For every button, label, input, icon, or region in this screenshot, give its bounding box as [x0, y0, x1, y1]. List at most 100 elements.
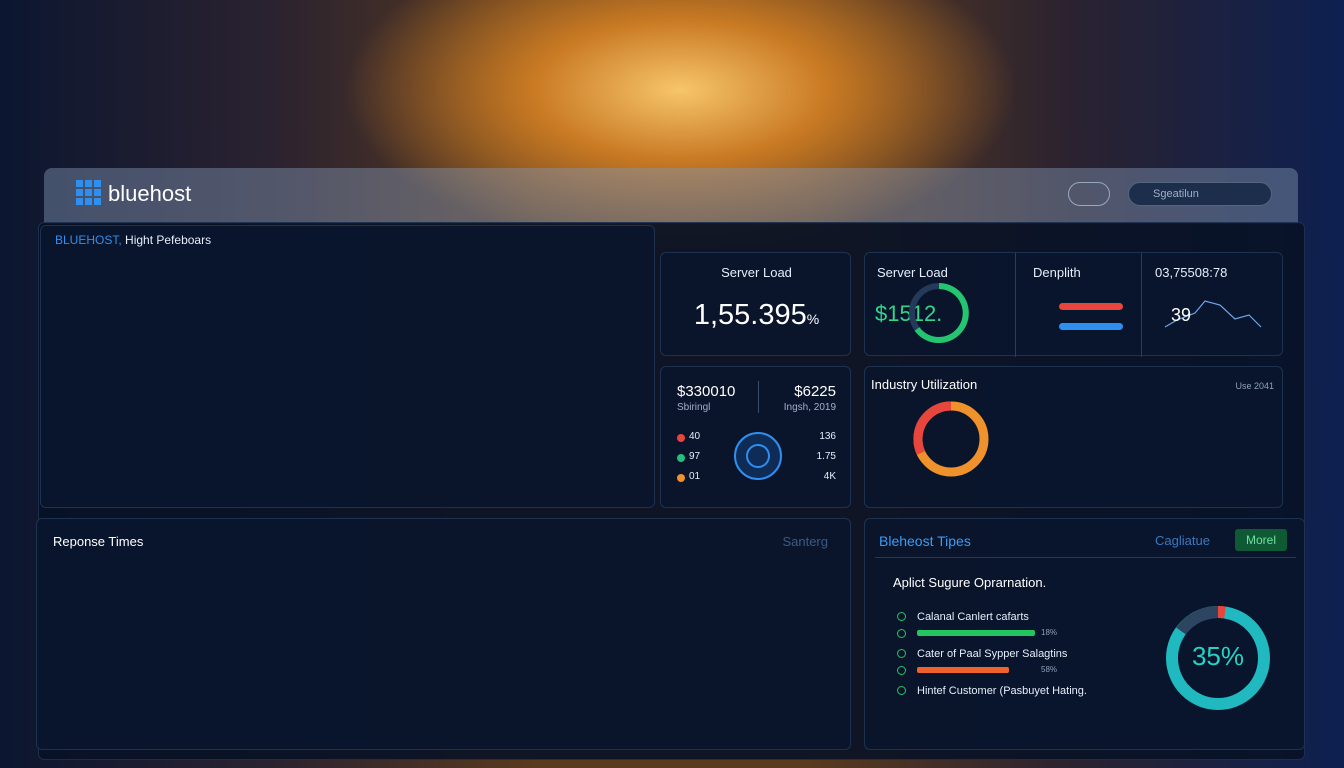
x-tick-label: 34: [1177, 487, 1189, 499]
item-value: 4K: [823, 471, 836, 482]
progress-label: 18%: [1041, 628, 1058, 637]
panel-link[interactable]: Santerg: [782, 534, 828, 549]
card-title: Industry Utilization: [871, 377, 978, 392]
bar: [1088, 446, 1100, 482]
area: [76, 556, 835, 722]
x-tick-label: 400: [645, 731, 663, 743]
bar: [1190, 431, 1203, 482]
search-box[interactable]: Sgeatilun: [1128, 182, 1272, 206]
overview-title: BLUEHOST, Hight Pefeboars: [55, 233, 211, 247]
divider: [1015, 253, 1016, 357]
card-value: 1,55.395%: [661, 299, 852, 332]
title-brand: BLUEHOST,: [55, 233, 122, 247]
search-placeholder: Sgeatilun: [1153, 188, 1199, 200]
billing-icon: [734, 432, 782, 480]
bar: [1073, 454, 1085, 482]
x-tick-label: 2017: [170, 731, 194, 743]
logo: [76, 180, 101, 205]
right-value: $6225: [794, 383, 836, 400]
donut-ring: [913, 401, 989, 477]
item-label: Calanal Canlert cafarts: [917, 611, 1029, 623]
x-tick-label: 1360: [406, 731, 430, 743]
y-tick-label: 115: [1044, 399, 1062, 411]
divider: [758, 381, 759, 413]
legend-dot: [677, 474, 685, 482]
bar: [1132, 422, 1144, 482]
note: Use 2041: [1235, 381, 1274, 391]
y-tick-label: 15: [1044, 423, 1056, 435]
donut-ring: [1166, 606, 1270, 710]
panel-title: Bleheost Tipes: [879, 533, 971, 549]
divider: [1141, 253, 1142, 357]
item-icon: [897, 612, 906, 621]
card-value: $1512.: [875, 301, 943, 326]
x-tick-label: 2017: [531, 489, 555, 501]
y-tick-label: 20: [58, 714, 70, 726]
unit: %: [806, 311, 820, 327]
more-button[interactable]: Morel: [1235, 529, 1287, 551]
item-icon: [897, 649, 906, 658]
card-title: Denplith: [1033, 265, 1081, 280]
panel-link[interactable]: Cagliatue: [1155, 533, 1210, 548]
billing-card: $330010 Sbiringl $6225 Ingsh, 2019 40 136…: [660, 366, 851, 508]
item-value: 136: [819, 431, 836, 442]
stat-value: 39: [1171, 305, 1192, 325]
progress-bar: [917, 630, 1035, 636]
item-label: Hintef Customer (Pasbuyet Hating.: [917, 685, 1087, 697]
x-tick-label: 1990: [92, 731, 116, 743]
x-tick-label: 2017: [183, 489, 207, 501]
x-tick-label: 1917: [328, 731, 352, 743]
divider: [875, 557, 1296, 558]
item-icon: [897, 666, 906, 675]
progress-bar: [917, 667, 1009, 673]
item-label: 40: [689, 431, 701, 442]
x-tick-label: 1: [1237, 487, 1243, 499]
item-label: 01: [689, 471, 701, 482]
x-tick-label: 2017: [299, 489, 323, 501]
item-value: 1.75: [816, 451, 836, 462]
item-icon: [897, 686, 906, 695]
x-tick-label: 2017: [485, 731, 509, 743]
x-tick-label: 1200: [241, 489, 265, 501]
card-title: 03,75508:78: [1155, 265, 1228, 280]
x-tick-label: 2010: [564, 731, 588, 743]
bar: [1249, 404, 1261, 482]
brand: bluehost: [108, 181, 192, 206]
subtitle: Aplict Sugure Oprarnation.: [893, 575, 1047, 590]
legend-dot: [677, 434, 685, 442]
metrics-card: Server Load $1512. Denplith 03,75508:78 …: [864, 252, 1283, 357]
y-tick-label: 50: [66, 324, 78, 336]
bar: [1102, 435, 1115, 482]
x-tick-label: 2010: [357, 489, 381, 501]
y-tick-label: 40: [66, 374, 78, 386]
header: bluehost Sgeatilun: [44, 168, 1298, 224]
x-tick-label: 2010: [473, 489, 497, 501]
bar: [1044, 439, 1056, 482]
bar: [1059, 446, 1071, 482]
title-text: Hight Pefeboars: [125, 233, 212, 247]
item-label: Cater of Paal Sypper Salagtins: [917, 648, 1068, 660]
donut-ring: [909, 283, 969, 343]
bar: [1205, 425, 1217, 482]
area: [66, 315, 643, 482]
card-title: Server Load: [877, 265, 948, 280]
x-tick-label: 2010: [721, 731, 745, 743]
bar: [1161, 439, 1173, 482]
x-tick-label: 2017: [125, 489, 149, 501]
left-label: Sbiringl: [677, 402, 711, 413]
item-label: 97: [689, 451, 701, 462]
sparkline: [1164, 300, 1262, 328]
value: 1,55.395: [693, 299, 807, 331]
bar: [1264, 410, 1276, 482]
bar: [1117, 433, 1129, 482]
left-value: $330010: [677, 383, 736, 400]
server-load-card: Server Load 1,55.395%: [660, 252, 851, 356]
bar-blue: [1059, 323, 1123, 330]
y-tick-label: 100: [58, 669, 76, 681]
icon-button[interactable]: [1068, 182, 1110, 206]
bar-red: [1059, 303, 1123, 310]
y-tick-label: 100: [58, 584, 76, 596]
bar: [1234, 414, 1246, 482]
x-tick-label: 2010: [415, 489, 439, 501]
x-tick-label: 0: [1067, 487, 1073, 499]
